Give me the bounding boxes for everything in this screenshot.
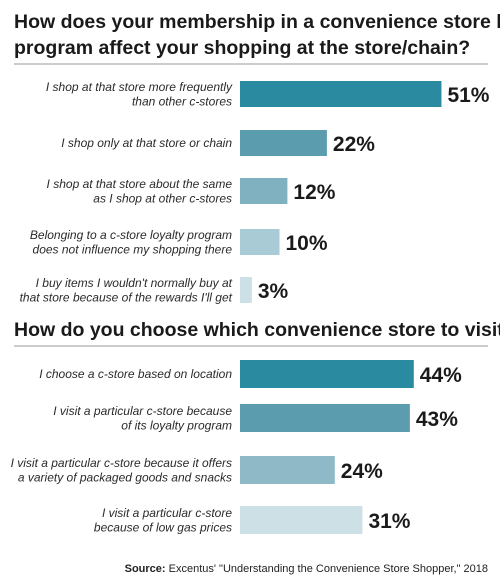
bar — [240, 277, 252, 303]
bar — [240, 456, 335, 484]
value-label: 10% — [286, 232, 328, 255]
source-label: Source: — [125, 563, 166, 575]
bar — [240, 130, 327, 156]
chart-title-line: How do you choose which convenience stor… — [14, 319, 500, 341]
bar — [240, 360, 414, 388]
value-label: 22% — [333, 133, 375, 156]
category-label: I shop at that store more frequently than… — [46, 80, 233, 109]
category-label: I visit a particular c-store because of i… — [53, 404, 232, 433]
chart-panel-1: How does your membership in a convenienc… — [14, 11, 500, 304]
chart-panel-2: How do you choose which convenience stor… — [11, 319, 500, 534]
category-label: I shop only at that store or chain — [61, 136, 232, 150]
bar — [240, 81, 442, 107]
value-label: 3% — [258, 280, 289, 303]
category-label: I buy items I wouldn't normally buy at th… — [20, 276, 233, 305]
bar — [240, 506, 363, 534]
category-label: I choose a c-store based on location — [39, 367, 232, 381]
category-label: I shop at that store about the same as I … — [47, 177, 233, 206]
category-label: I visit a particular c-store because of l… — [94, 506, 232, 535]
category-label: I visit a particular c-store because it … — [11, 456, 232, 485]
value-label: 31% — [368, 510, 410, 533]
bar — [240, 178, 288, 204]
value-label: 44% — [420, 364, 462, 387]
category-label: Belonging to a c-store loyalty program do… — [30, 228, 232, 257]
bar — [240, 229, 280, 255]
chart-title-line: How does your membership in a convenienc… — [14, 11, 500, 33]
value-label: 51% — [447, 84, 489, 107]
bar — [240, 404, 410, 432]
source-note: Source: Excentus' "Understanding the Con… — [125, 563, 488, 575]
chart-title-line: program affect your shopping at the stor… — [14, 37, 470, 59]
value-label: 12% — [293, 181, 335, 204]
value-label: 24% — [341, 460, 383, 483]
value-label: 43% — [416, 408, 458, 431]
source-text: Excentus' "Understanding the Convenience… — [166, 563, 488, 575]
